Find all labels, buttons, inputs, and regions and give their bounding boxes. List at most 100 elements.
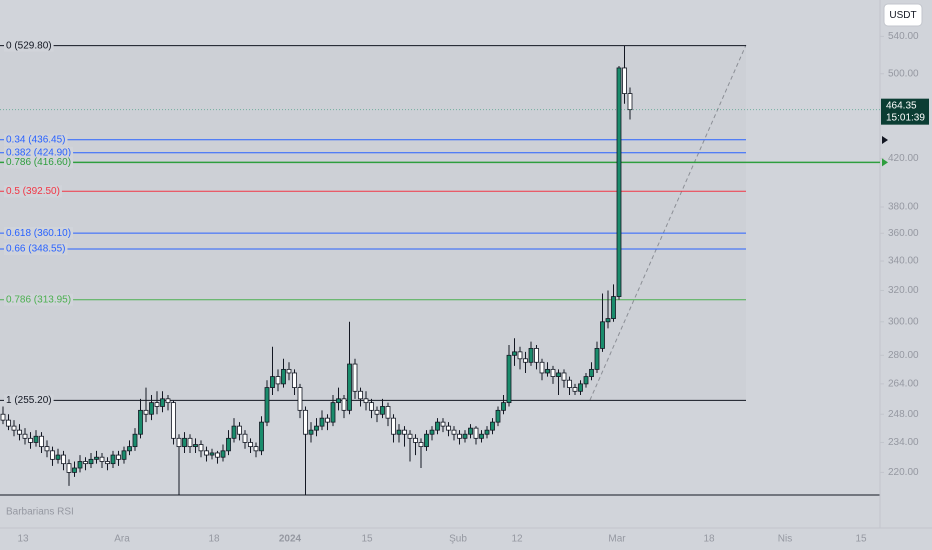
candle-body	[611, 296, 616, 319]
y-tick-label: 234.00	[888, 437, 919, 448]
candle-body	[440, 421, 446, 427]
y-tick-label: 248.00	[888, 409, 919, 420]
y-tick-label: 340.00	[888, 256, 919, 267]
candle-body	[72, 467, 77, 473]
candle-body	[319, 417, 325, 427]
candle-body	[55, 454, 61, 460]
candle-body	[50, 450, 55, 460]
x-tick-label: 15	[855, 534, 867, 545]
price-tag-value: 464.35	[886, 100, 917, 111]
candle-body	[209, 452, 215, 456]
indicator-label: Barbarians RSI	[6, 507, 74, 518]
x-tick-label: 13	[17, 534, 29, 545]
candle-body	[605, 318, 611, 323]
fib-label-bg	[4, 293, 74, 306]
candle-body	[160, 398, 165, 407]
fib-label: 0.382 (424.90)	[6, 147, 71, 158]
candle-body	[363, 398, 369, 404]
fib-label: 0.66 (348.55)	[6, 244, 66, 255]
candle-body	[22, 433, 28, 439]
candle-body	[237, 425, 242, 435]
candle-body	[99, 456, 105, 462]
candle-body	[220, 450, 226, 458]
candle-body	[94, 456, 99, 460]
currency-button[interactable]	[883, 3, 923, 27]
candle-body	[501, 402, 506, 411]
candle-body	[523, 358, 528, 363]
y-tick-label: 500.00	[888, 68, 919, 79]
candle-body	[358, 390, 363, 400]
candle-body	[275, 376, 281, 385]
candle-body	[165, 398, 171, 404]
fib-label-bg	[4, 133, 68, 146]
candle-body	[561, 372, 567, 381]
candle-body	[528, 348, 534, 363]
price-tag	[881, 98, 929, 125]
candle-body	[589, 368, 594, 377]
x-tick-label: 18	[703, 534, 715, 545]
x-tick-label: Şub	[449, 534, 467, 545]
candle-body	[578, 383, 583, 392]
candle-body	[149, 402, 154, 415]
fib-label: 0.618 (360.10)	[6, 228, 71, 239]
candle-body	[182, 437, 187, 448]
candle-body	[105, 461, 110, 465]
candle-body	[402, 429, 407, 435]
fib-label: 0.5 (392.50)	[6, 186, 60, 197]
candle-body	[0, 413, 6, 421]
candle-body	[567, 379, 572, 388]
candle-body	[204, 450, 209, 456]
candle-body	[28, 437, 33, 443]
candle-body	[391, 417, 396, 435]
candle-body	[413, 437, 418, 443]
level-arrow	[882, 158, 888, 167]
x-tick-label: Ara	[114, 534, 130, 545]
fib-label: 0 (529.80)	[6, 40, 52, 51]
candle-body	[292, 372, 297, 388]
candle-body	[83, 461, 88, 465]
candle-body	[66, 463, 72, 473]
fib-zone	[0, 45, 746, 401]
fib-label: 0.786 (313.95)	[6, 294, 71, 305]
candle-body	[545, 368, 550, 374]
candle-body	[116, 454, 121, 460]
x-tick-label: 12	[511, 534, 523, 545]
candle-body	[259, 421, 264, 452]
candle-body	[187, 437, 193, 448]
candle-body	[303, 409, 308, 435]
candle-body	[583, 376, 589, 385]
candle-body	[11, 425, 17, 431]
fib-label-bg	[4, 156, 74, 169]
candle-body	[33, 435, 39, 443]
candle-body	[352, 363, 358, 392]
candle-body	[264, 387, 270, 423]
x-tick-label: Mar	[608, 534, 626, 545]
x-tick-label: 18	[208, 534, 220, 545]
candle-body	[396, 429, 402, 435]
candle-body	[600, 321, 605, 349]
candle-body	[539, 361, 545, 374]
candle-body	[495, 409, 501, 423]
candle-body	[88, 458, 94, 465]
candle-body	[380, 406, 385, 415]
candle-body	[325, 417, 330, 423]
candle-body	[468, 427, 473, 435]
candle-body	[127, 446, 132, 452]
candle-body	[198, 444, 204, 452]
candle-body	[138, 409, 143, 435]
candle-body	[297, 387, 303, 411]
candle-body	[330, 402, 336, 423]
candle-body	[44, 446, 50, 452]
candle-body	[231, 425, 237, 439]
candle-body	[6, 419, 11, 427]
level-arrow	[882, 136, 888, 144]
candle-body	[627, 93, 633, 111]
candle-body	[517, 351, 523, 360]
candle-body	[550, 368, 556, 377]
candle-body	[407, 433, 413, 439]
candle-body	[77, 461, 83, 469]
fib-label-bg	[4, 227, 74, 240]
y-tick-label: 540.00	[888, 31, 919, 42]
y-tick-label: 420.00	[888, 153, 919, 164]
candle-body	[347, 363, 352, 411]
